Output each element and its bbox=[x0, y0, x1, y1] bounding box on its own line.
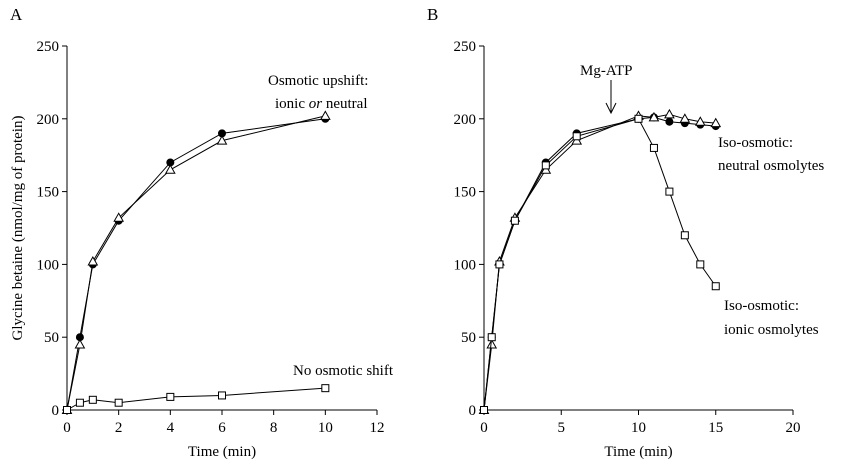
annotation: Osmotic upshift: bbox=[268, 73, 368, 89]
marker-square bbox=[321, 384, 330, 393]
marker-triangle bbox=[319, 110, 331, 120]
y-tick-label: 50 bbox=[461, 330, 476, 346]
marker-triangle bbox=[113, 212, 125, 222]
marker-square bbox=[649, 143, 658, 152]
series-line bbox=[66, 115, 326, 411]
y-tick-label: 200 bbox=[454, 112, 477, 128]
annotation: neutral osmolytes bbox=[718, 158, 824, 174]
annotation-part: neutral osmolytes bbox=[718, 158, 824, 174]
x-tick-label: 2 bbox=[115, 420, 123, 436]
annotation-part: Mg-ATP bbox=[580, 63, 633, 79]
annotation-part: ionic osmolytes bbox=[724, 322, 819, 338]
panel-label: B bbox=[427, 5, 438, 24]
marker-triangle bbox=[694, 116, 706, 126]
annotation: Mg-ATP bbox=[580, 63, 633, 79]
x-tick-label: 0 bbox=[480, 420, 488, 436]
y-tick-label: 250 bbox=[37, 39, 60, 55]
y-tick-label: 0 bbox=[52, 403, 60, 419]
annotation: ionic osmolytes bbox=[724, 322, 819, 338]
marker-triangle bbox=[664, 108, 675, 119]
annotation-part: neutral bbox=[322, 96, 367, 112]
annotation: No osmotic shift bbox=[293, 363, 394, 379]
annotation-part: Iso-osmotic: bbox=[718, 135, 793, 151]
marker-square bbox=[510, 216, 519, 225]
marker-square bbox=[634, 114, 643, 123]
marker-triangle bbox=[74, 338, 86, 349]
annotation: ionic or neutral bbox=[275, 96, 368, 112]
series-line bbox=[66, 387, 326, 411]
x-tick-label: 15 bbox=[708, 420, 723, 436]
x-tick-label: 8 bbox=[270, 420, 278, 436]
marker-triangle bbox=[710, 117, 722, 128]
marker-triangle bbox=[679, 113, 691, 123]
y-tick-label: 250 bbox=[454, 39, 477, 55]
annotation-part: Osmotic upshift: bbox=[268, 73, 368, 89]
annotation: Iso-osmotic: bbox=[724, 298, 799, 314]
marker-square bbox=[541, 161, 550, 170]
marker-triangle bbox=[648, 111, 660, 122]
annotation-part: or bbox=[309, 96, 323, 112]
series-line bbox=[66, 118, 326, 411]
y-tick-label: 100 bbox=[454, 257, 477, 273]
annotation: Iso-osmotic: bbox=[718, 135, 793, 151]
marker-square bbox=[480, 406, 488, 414]
marker-square bbox=[166, 392, 175, 401]
x-axis-label: Time (min) bbox=[604, 444, 672, 460]
marker-triangle bbox=[164, 164, 176, 174]
panel-label: A bbox=[10, 5, 23, 24]
x-tick-label: 20 bbox=[786, 420, 801, 436]
y-tick-label: 150 bbox=[37, 185, 60, 201]
annotation-part: Iso-osmotic: bbox=[724, 298, 799, 314]
series-line bbox=[483, 116, 716, 411]
x-tick-label: 4 bbox=[167, 420, 175, 436]
marker-square bbox=[495, 260, 504, 269]
marker-square bbox=[75, 398, 84, 407]
marker-square bbox=[218, 391, 226, 400]
x-tick-label: 10 bbox=[318, 420, 333, 436]
marker-square bbox=[63, 406, 71, 414]
y-axis-label: Glycine betaine (nmol/mg of protein) bbox=[10, 116, 26, 341]
marker-square bbox=[665, 187, 674, 196]
y-tick-label: 150 bbox=[454, 185, 477, 201]
marker-triangle bbox=[87, 255, 99, 266]
marker-square bbox=[572, 132, 581, 141]
series-line bbox=[483, 118, 717, 411]
marker-triangle bbox=[216, 135, 228, 145]
x-tick-label: 5 bbox=[558, 420, 566, 436]
marker-square bbox=[487, 333, 496, 342]
arrow bbox=[605, 80, 617, 115]
y-tick-label: 100 bbox=[37, 257, 60, 273]
marker-square bbox=[711, 282, 720, 291]
x-tick-label: 6 bbox=[218, 420, 226, 436]
y-tick-label: 200 bbox=[37, 112, 60, 128]
series-line bbox=[483, 113, 716, 411]
x-axis-label: Time (min) bbox=[188, 444, 256, 460]
annotation-part: No osmotic shift bbox=[293, 363, 394, 379]
x-tick-label: 0 bbox=[63, 420, 71, 436]
marker-square bbox=[680, 231, 689, 240]
x-tick-label: 10 bbox=[631, 420, 646, 436]
x-tick-label: 12 bbox=[370, 420, 385, 436]
marker-circle bbox=[665, 117, 674, 126]
y-tick-label: 50 bbox=[44, 330, 59, 346]
marker-square bbox=[696, 260, 705, 269]
marker-square bbox=[88, 395, 97, 404]
marker-triangle bbox=[486, 338, 498, 349]
marker-square bbox=[114, 398, 123, 407]
annotation-part: ionic bbox=[275, 96, 309, 112]
y-tick-label: 0 bbox=[469, 403, 477, 419]
